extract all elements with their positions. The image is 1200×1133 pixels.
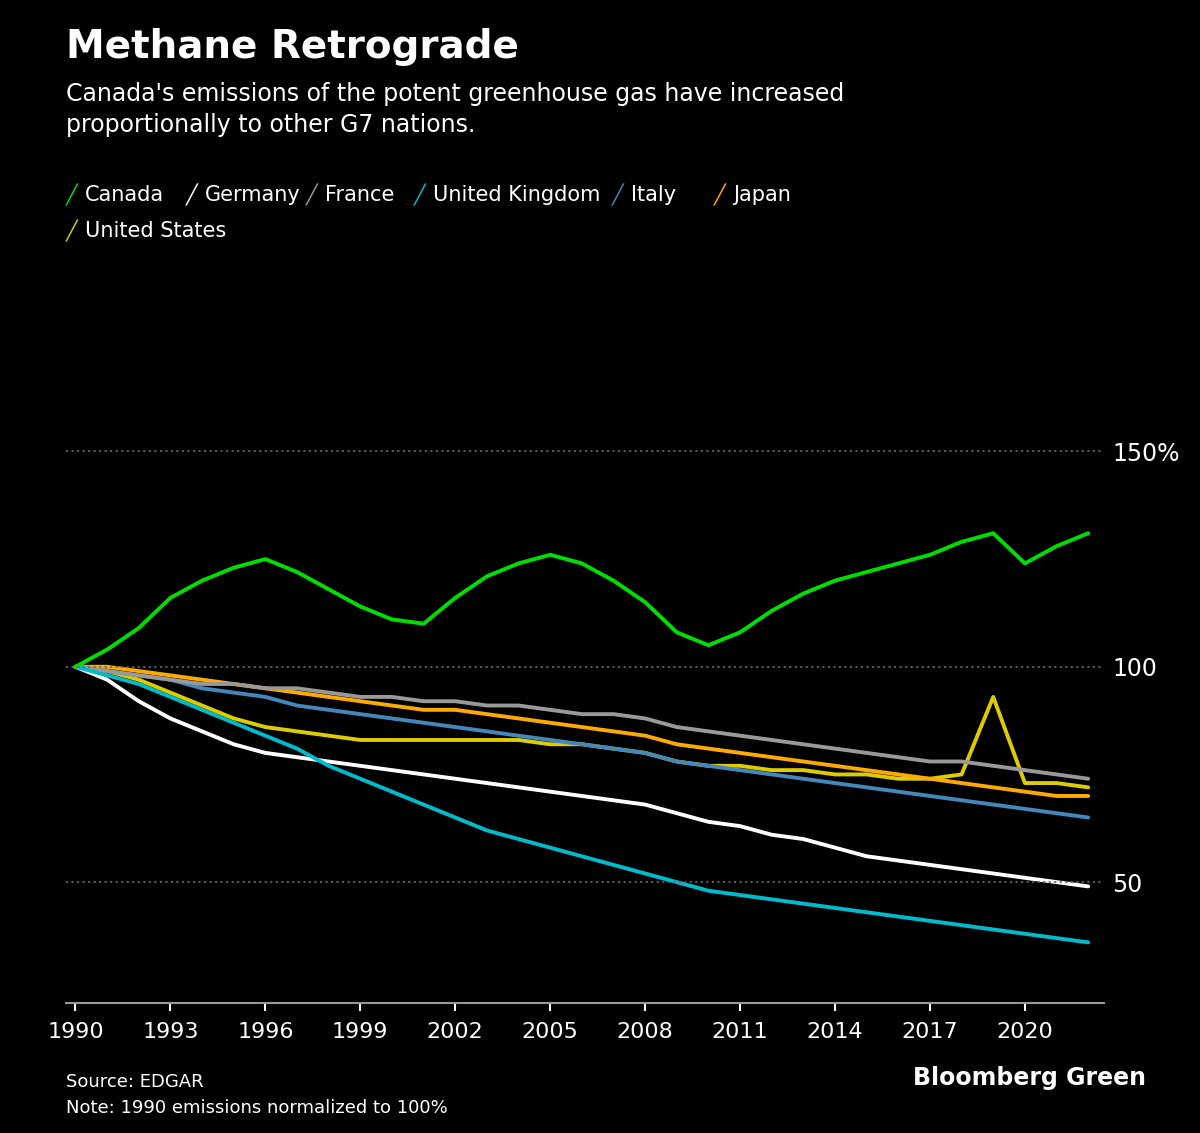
Text: ╱: ╱ — [612, 184, 624, 206]
Text: ╱: ╱ — [66, 184, 78, 206]
Text: ╱: ╱ — [186, 184, 198, 206]
Text: ╱: ╱ — [306, 184, 318, 206]
Text: France: France — [325, 185, 395, 205]
Text: ╱: ╱ — [66, 220, 78, 242]
Text: Bloomberg Green: Bloomberg Green — [913, 1066, 1146, 1090]
Text: Canada: Canada — [85, 185, 164, 205]
Text: ╱: ╱ — [414, 184, 426, 206]
Text: Italy: Italy — [631, 185, 677, 205]
Text: ╱: ╱ — [714, 184, 726, 206]
Text: Methane Retrograde: Methane Retrograde — [66, 28, 518, 67]
Text: Source: EDGAR
Note: 1990 emissions normalized to 100%: Source: EDGAR Note: 1990 emissions norma… — [66, 1073, 448, 1117]
Text: Canada's emissions of the potent greenhouse gas have increased
proportionally to: Canada's emissions of the potent greenho… — [66, 82, 845, 137]
Text: United States: United States — [85, 221, 227, 241]
Text: Japan: Japan — [733, 185, 791, 205]
Text: Germany: Germany — [205, 185, 301, 205]
Text: United Kingdom: United Kingdom — [433, 185, 600, 205]
